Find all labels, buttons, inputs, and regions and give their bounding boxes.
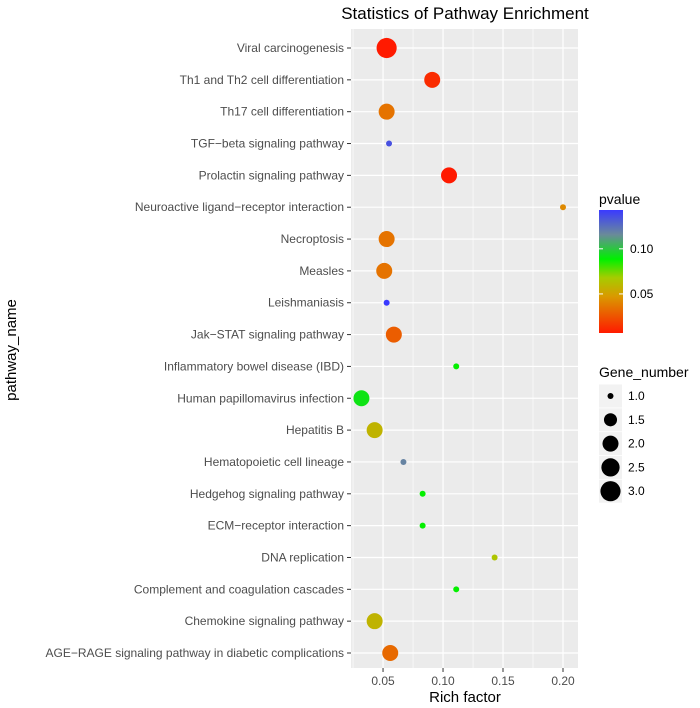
pathway-label: Viral carcinogenesis [237,41,344,55]
data-point [366,422,383,439]
size-key-circle [607,393,614,399]
data-point [383,299,390,306]
data-point [419,522,426,529]
plot-panel [351,29,578,668]
colorbar-label: 0.05 [630,287,654,301]
size-key-label: 1.5 [628,413,645,427]
size-key-label: 2.5 [628,460,645,474]
pathway-label: DNA replication [261,550,344,564]
size-key-circle [603,413,618,427]
data-point [376,262,393,279]
size-key-label: 1.0 [628,389,645,403]
x-tick-label: 0.10 [431,674,455,688]
x-axis-title: Rich factor [429,689,501,706]
data-point [386,140,393,147]
size-key-circle [600,481,621,502]
pathway-label: Human papillomavirus infection [177,391,344,405]
pathway-label: Th1 and Th2 cell differentiation [180,73,344,87]
pathway-label: Inflammatory bowel disease (IBD) [164,359,344,373]
x-tick-label: 0.15 [491,674,515,688]
pathway-label: Jak−STAT signaling pathway [191,328,344,342]
data-point [378,231,395,248]
data-point [376,37,397,59]
size-key-circle [601,458,620,477]
data-point [353,390,370,407]
data-point [419,490,426,497]
pathway-label: TGF−beta signaling pathway [191,137,344,151]
chart-title: Statistics of Pathway Enrichment [341,4,589,23]
pathway-label: Hematopoietic cell lineage [204,455,344,469]
pathway-label: Hedgehog signaling pathway [190,487,344,501]
data-point [560,204,567,211]
data-point [378,103,395,120]
data-point [424,71,441,88]
data-point [385,326,402,343]
pvalue-legend-title: pvalue [599,191,640,207]
pathway-label: Complement and coagulation cascades [134,582,344,596]
gene-number-legend: Gene_number 1.0 1.5 2.0 2.5 3.0 [599,364,689,503]
pvalue-legend: pvalue 0.05 0.10 [599,191,654,333]
pathway-label: Prolactin signaling pathway [199,168,344,182]
pathway-label: ECM−receptor interaction [208,519,344,533]
data-point [491,554,498,561]
data-point [366,613,383,630]
pathway-label: Th17 cell differentiation [220,105,344,119]
colorbar-label: 0.10 [630,242,654,256]
pathway-label: Hepatitis B [286,423,344,437]
pathway-label: Neuroactive ligand−receptor interaction [135,200,344,214]
data-point [441,167,458,184]
size-key-label: 3.0 [628,484,645,498]
data-point [382,645,399,661]
pathway-label: AGE−RAGE signaling pathway in diabetic c… [46,646,345,660]
pvalue-colorbar [599,210,623,333]
data-point [453,363,460,370]
pathway-label: Measles [299,264,344,278]
size-key-label: 2.0 [628,437,645,451]
pathway-label: Leishmaniasis [268,296,344,310]
x-tick-label: 0.05 [371,674,395,688]
data-point [453,586,460,593]
pathway-label: Necroptosis [281,232,344,246]
gene-number-legend-title: Gene_number [599,364,689,380]
size-key-circle [602,435,619,452]
y-axis-title: pathway_name [3,299,20,401]
x-tick-label: 0.20 [551,674,575,688]
pathway-label: Chemokine signaling pathway [185,614,344,628]
data-point [400,458,407,465]
